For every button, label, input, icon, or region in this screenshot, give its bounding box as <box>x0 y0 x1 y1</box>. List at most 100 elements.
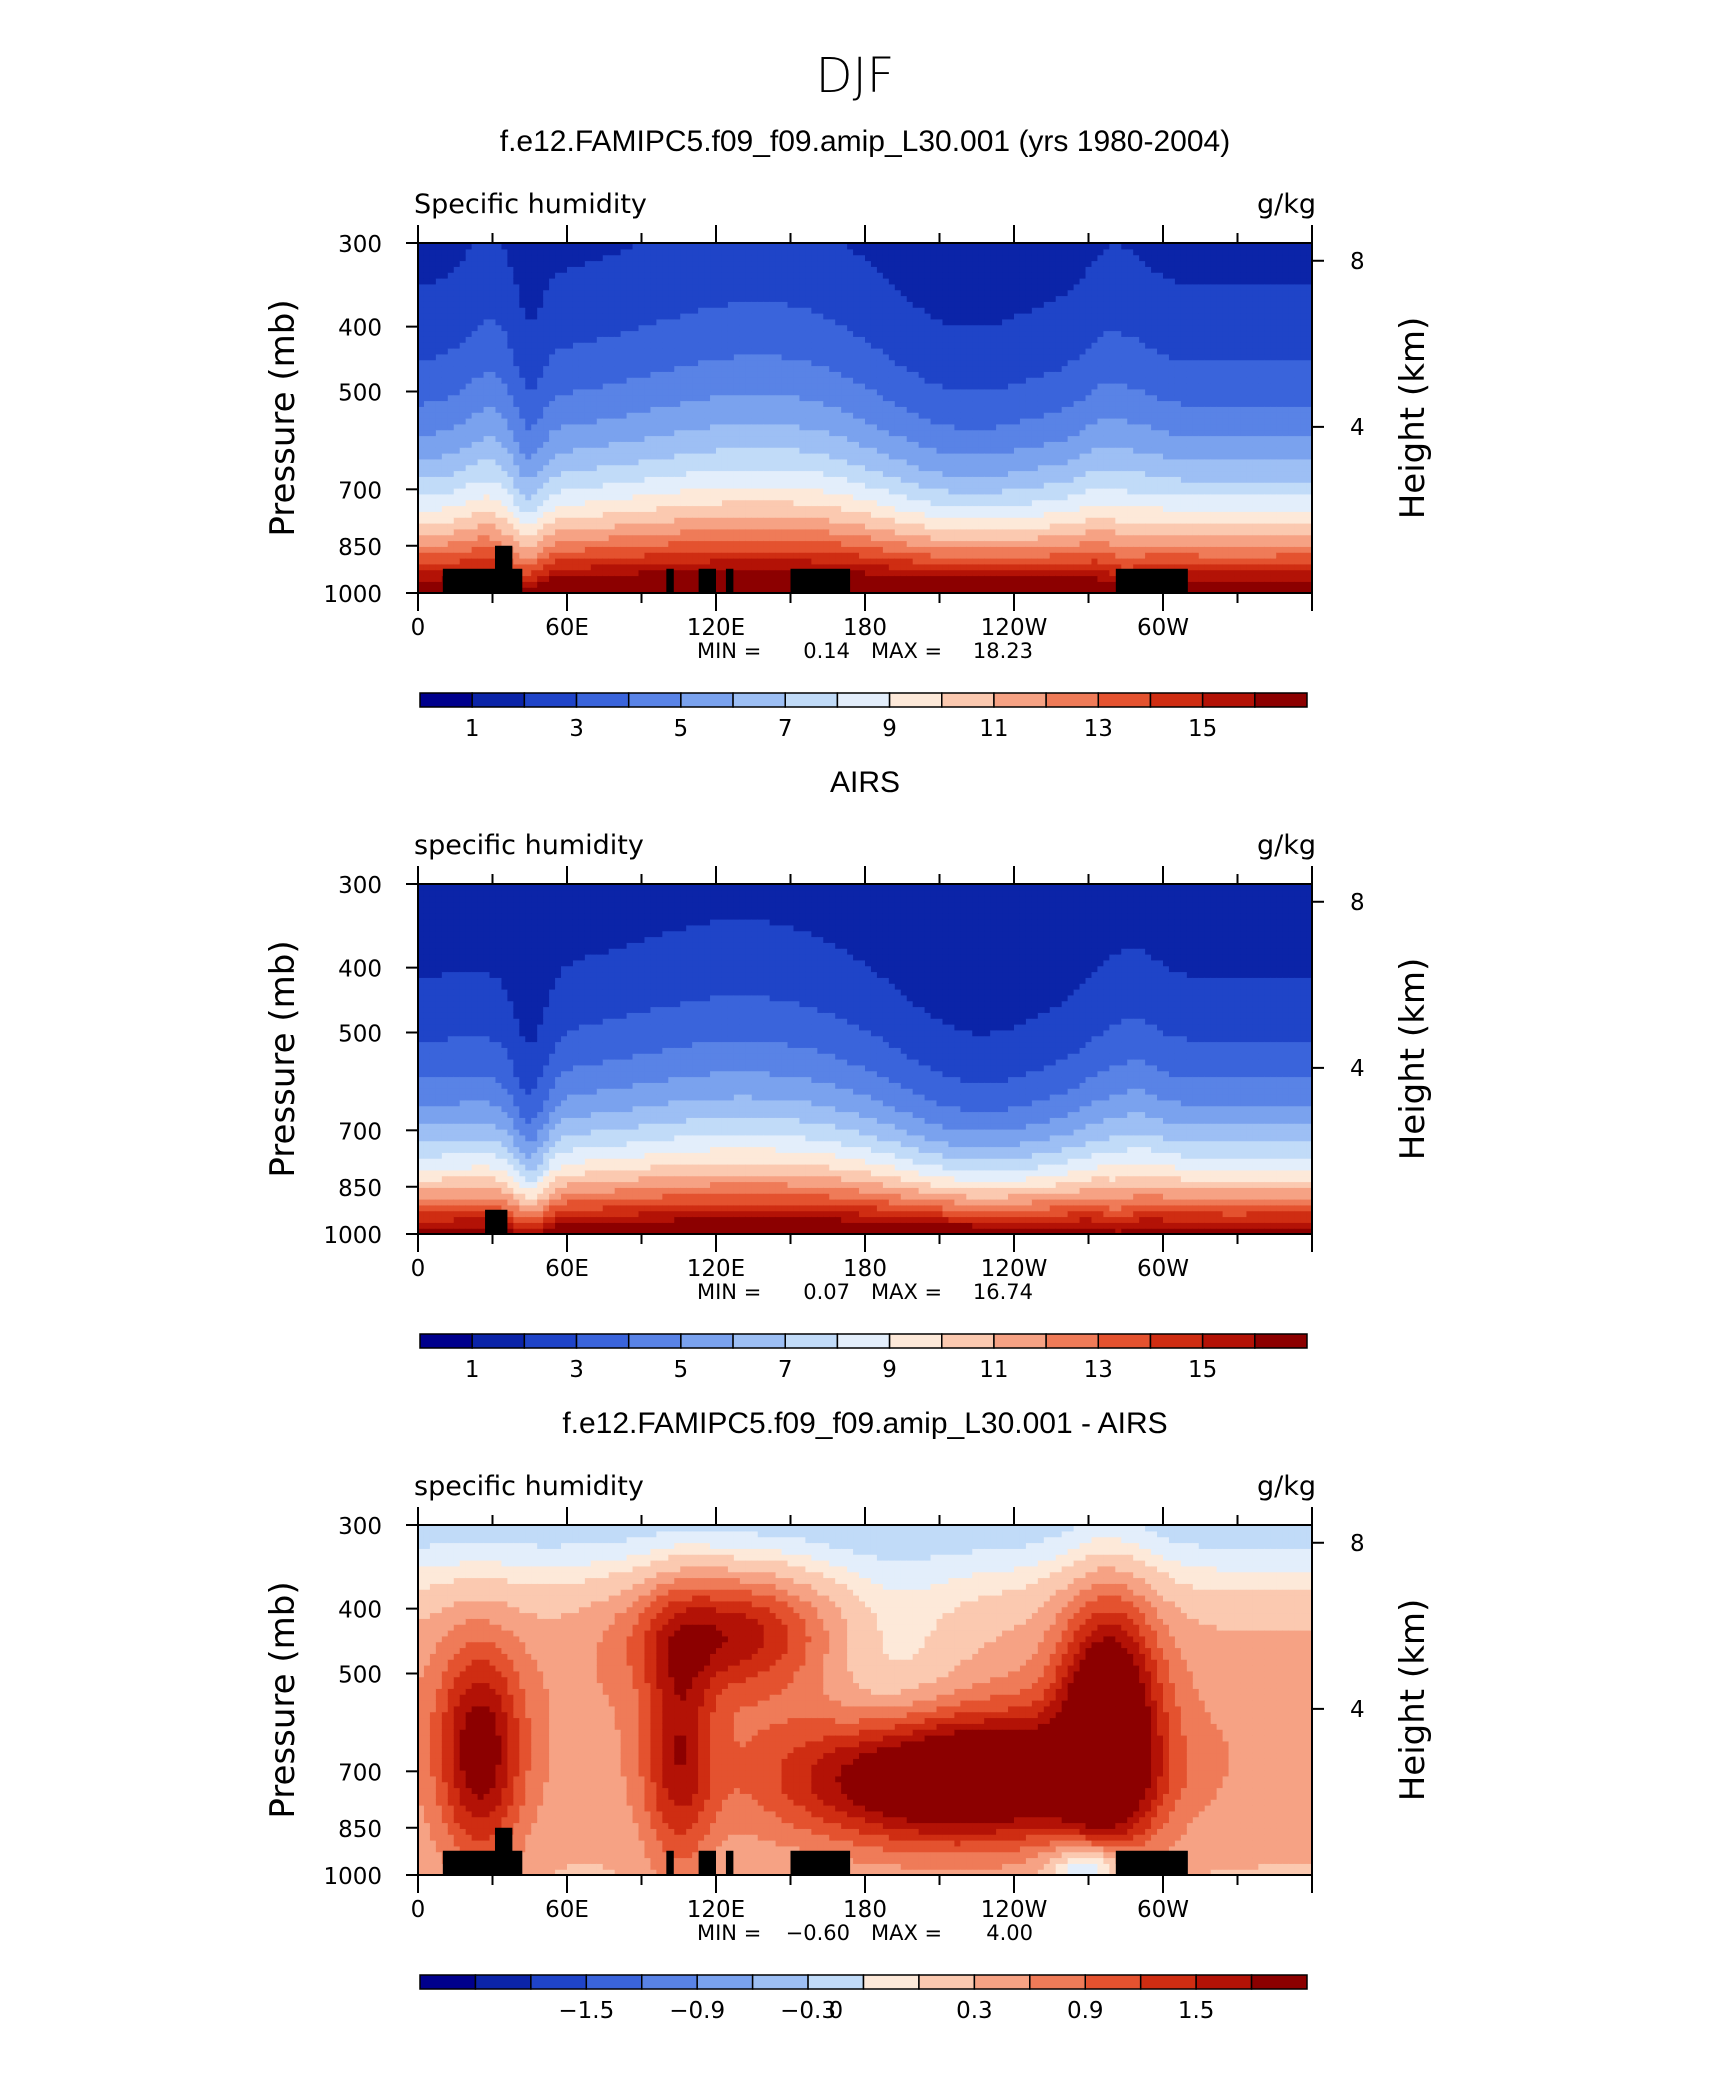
x-tick-label: 120E <box>687 615 745 641</box>
y-tick-label: 300 <box>338 1514 382 1540</box>
left-string: specific humidity <box>414 830 644 861</box>
colorbar-label: −0.3 <box>780 1998 836 2024</box>
colorbar-box <box>627 1333 682 1349</box>
figure-title: DJF <box>816 48 895 104</box>
x-tick-label: 60E <box>545 1256 589 1282</box>
colorbar-box <box>1097 1333 1152 1349</box>
colorbar-label: 13 <box>1084 716 1113 742</box>
y-tick-label: 400 <box>338 957 382 983</box>
colorbar-box <box>1084 1974 1142 1990</box>
y-tick-label: 1000 <box>323 582 382 608</box>
y-tick-label: 400 <box>338 1598 382 1624</box>
y-tick-label: 700 <box>338 1119 382 1145</box>
land-mask <box>1115 1850 1188 1875</box>
colorbar: 1 3 5 7 9 11 13 15 <box>419 692 1308 742</box>
panel-title: f.e12.FAMIPC5.f09_f09.amip_L30.001 (yrs … <box>500 125 1230 158</box>
max-value: 16.74 <box>973 1280 1033 1304</box>
colorbar-label: 0.9 <box>1067 1998 1104 2024</box>
colorbar-box <box>530 1974 588 1990</box>
colorbar-label: 5 <box>674 1357 689 1383</box>
colorbar-box <box>419 1974 477 1990</box>
colorbar-box <box>807 1974 865 1990</box>
y-right-tick-label: 4 <box>1350 415 1365 441</box>
y-tick-label: 850 <box>338 535 382 561</box>
colorbar-box <box>575 692 630 708</box>
y-right-tick-label: 4 <box>1350 1056 1365 1082</box>
x-tick-label: 120W <box>981 1897 1048 1923</box>
colorbar-box <box>1045 692 1100 708</box>
colorbar-box <box>1029 1974 1087 1990</box>
max-label: MAX = <box>871 1921 942 1945</box>
land-mask <box>698 568 716 593</box>
x-tick-label: 60W <box>1137 1897 1189 1923</box>
panel-2: AIRS specific humidity g/kg 0 60E 120E 180 120W… <box>263 766 1433 1383</box>
land-mask <box>1115 568 1188 593</box>
colorbar-box <box>941 1333 995 1349</box>
colorbar-box <box>523 692 578 708</box>
x-tick-label: 180 <box>843 1897 887 1923</box>
colorbar-box <box>627 692 682 708</box>
colorbar-box <box>419 692 473 708</box>
x-tick-label: 180 <box>843 1256 887 1282</box>
y-tick-label: 850 <box>338 1817 382 1843</box>
land-mask <box>485 1209 508 1234</box>
units-string: g/kg <box>1257 830 1316 861</box>
colorbar-label: −1.5 <box>558 1998 614 2024</box>
max-value: 4.00 <box>986 1921 1033 1945</box>
x-tick-label: 60E <box>545 615 589 641</box>
y-tick-label: 500 <box>338 1662 382 1688</box>
colorbar-box <box>471 692 526 708</box>
y-right-axis-title: Height (km) <box>1393 317 1433 520</box>
y-right-tick-label: 8 <box>1350 249 1365 275</box>
colorbar-box <box>973 1974 1031 1990</box>
colorbar-box <box>641 1974 698 1990</box>
colorbar-label: 11 <box>979 1357 1008 1383</box>
land-mask <box>494 545 513 593</box>
min-label: MIN = <box>697 1921 761 1945</box>
colorbar-box <box>784 1333 839 1349</box>
x-tick-label: 0 <box>411 615 426 641</box>
colorbar-box <box>474 1974 532 1990</box>
colorbar-label: 9 <box>882 1357 897 1383</box>
land-mask <box>790 1850 851 1875</box>
y-tick-label: 300 <box>338 873 382 899</box>
colorbar-label: 15 <box>1188 716 1217 742</box>
panel-3: f.e12.FAMIPC5.f09_f09.amip_L30.001 - AIR… <box>263 1407 1433 2024</box>
colorbar-box <box>732 692 786 708</box>
colorbar-label: 1.5 <box>1178 1998 1215 2024</box>
y-right-axis-title: Height (km) <box>1393 1599 1433 1802</box>
colorbar-box <box>836 692 891 708</box>
y-tick-label: 1000 <box>323 1223 382 1249</box>
y-tick-label: 700 <box>338 1760 382 1786</box>
land-mask <box>725 568 734 593</box>
land-mask <box>666 1850 674 1875</box>
colorbar-box <box>732 1333 786 1349</box>
y-axis-title: Pressure (mb) <box>263 299 303 536</box>
x-tick-label: 0 <box>411 1256 426 1282</box>
colorbar-box <box>1195 1974 1253 1990</box>
colorbar-label: 9 <box>882 716 897 742</box>
y-right-tick-label: 8 <box>1350 890 1365 916</box>
x-tick-label: 0 <box>411 1897 426 1923</box>
land-mask <box>666 568 674 593</box>
y-tick-label: 700 <box>338 478 382 504</box>
colorbar-box <box>696 1974 754 1990</box>
x-tick-label: 60W <box>1137 615 1189 641</box>
land-mask <box>494 1827 513 1875</box>
colorbar-box <box>419 1333 473 1349</box>
colorbar-box <box>993 1333 1047 1349</box>
colorbar-label: 7 <box>778 716 793 742</box>
y-tick-label: 300 <box>338 232 382 258</box>
left-string: specific humidity <box>414 1471 644 1502</box>
y-tick-label: 850 <box>338 1176 382 1202</box>
contour-field <box>418 1525 1313 1876</box>
colorbar-box <box>888 1333 943 1349</box>
colorbar-box <box>471 1333 526 1349</box>
colorbar-box <box>575 1333 630 1349</box>
x-tick-label: 120W <box>981 1256 1048 1282</box>
colorbar-label: −0.9 <box>669 1998 725 2024</box>
colorbar-box <box>680 1333 734 1349</box>
y-tick-label: 400 <box>338 316 382 342</box>
y-tick-label: 500 <box>338 380 382 406</box>
